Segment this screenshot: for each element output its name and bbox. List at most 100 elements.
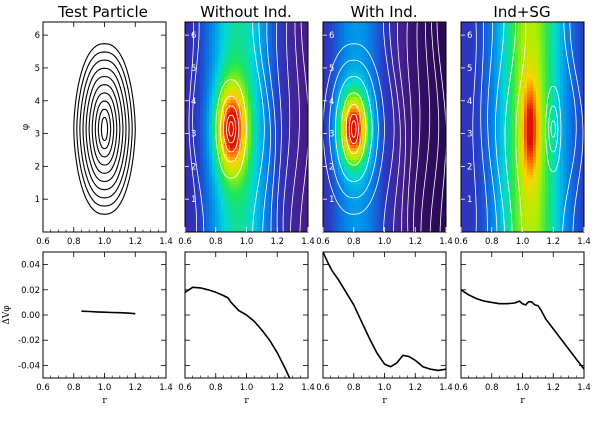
axis-ticks: 0.6 0.8 1.0 1.2 1.4 <box>316 252 453 393</box>
x-tick-label: 1.4 <box>439 237 453 247</box>
contour-closed-5 <box>215 79 247 179</box>
y-tick-label: 2 <box>329 162 334 172</box>
contour-open-1 <box>252 22 265 232</box>
contour-open-7 <box>429 22 440 232</box>
bottom-panel-4: 0.6 0.8 1.0 1.2 1.4 r <box>454 251 591 406</box>
contour-open-2 <box>389 22 401 232</box>
plot-frame <box>322 251 447 379</box>
x-tick-label: 1.2 <box>270 237 284 247</box>
y-axis-label: φ <box>21 124 31 130</box>
x-tick-label: 1.0 <box>516 383 530 393</box>
contour-open-4 <box>406 22 412 232</box>
y-tick-label: 0.04 <box>21 261 40 271</box>
top-panel-1: 0.6 0.8 1.0 1.2 1.4 1 2 3 4 5 6 φ <box>21 21 173 247</box>
panel-titles: Test Particle Without Ind. With Ind. Ind+SG <box>57 3 550 21</box>
contour-closed-7 <box>323 43 385 215</box>
y-tick-label: 4 <box>467 97 472 107</box>
x-tick-label: 1.2 <box>546 237 560 247</box>
x-axis-label: r <box>244 396 249 406</box>
x-tick-label: 0.8 <box>209 383 223 393</box>
y-tick-label: 3 <box>467 130 472 140</box>
contour-closed-1 <box>350 120 357 138</box>
density-heatmap <box>185 22 308 232</box>
contour-open-4 <box>494 22 505 232</box>
x-tick-label: 1.4 <box>301 237 315 247</box>
x-tick-label: 1.4 <box>159 237 173 247</box>
x-tick-label: 0.8 <box>67 237 81 247</box>
bottom-panel-2: 0.6 0.8 1.0 1.2 1.4 r <box>178 251 315 406</box>
x-tick-label: 1.2 <box>546 383 560 393</box>
contour-open-7 <box>299 22 308 232</box>
contour-closed-1 <box>228 121 234 137</box>
x-tick-label: 0.8 <box>67 383 81 393</box>
contour-lines <box>323 22 446 232</box>
x-tick-label: 0.8 <box>347 383 361 393</box>
contour-closed-10 <box>73 43 136 215</box>
x-tick-label: 1.4 <box>301 383 315 393</box>
axis-ticks: 0.6 0.8 1.0 1.2 1.4 0.04 0.02 0.00 -0.02 -0.04 <box>18 252 173 393</box>
y-tick-label: 4 <box>35 97 40 107</box>
axis-ticks: 0.6 0.8 1.0 1.2 1.4 <box>454 252 591 393</box>
y-tick-label: 5 <box>191 64 196 74</box>
contour-closed-2 <box>548 105 559 153</box>
contour-closed-6 <box>85 75 124 183</box>
x-tick-label: 1.4 <box>439 383 453 393</box>
y-tick-label: -0.04 <box>18 361 40 371</box>
contour-closed-7 <box>82 67 127 191</box>
contour-closed-3 <box>94 100 115 158</box>
contour-lines <box>472 22 584 232</box>
contour-open-3 <box>487 22 498 232</box>
y-tick-label: 2 <box>35 162 40 172</box>
y-tick-label: 6 <box>329 31 334 41</box>
y-tick-label: 5 <box>35 64 40 74</box>
contour-closed-8 <box>79 59 130 199</box>
y-tick-label: 1 <box>35 195 40 205</box>
x-axis-label: r <box>382 396 387 406</box>
x-tick-label: 0.8 <box>209 237 223 247</box>
contour-open-3 <box>266 22 277 232</box>
y-axis-label: ΔVφ <box>2 305 12 324</box>
contour-closed-2 <box>226 114 237 144</box>
x-tick-label: 0.6 <box>316 383 330 393</box>
x-tick-label: 1.4 <box>577 383 591 393</box>
contour-open-4 <box>276 22 282 232</box>
contour-lines <box>188 22 308 232</box>
y-tick-label: 4 <box>329 97 334 107</box>
data-line <box>185 286 291 378</box>
y-tick-label: 0.02 <box>21 286 40 296</box>
panels: 0.6 0.8 1.0 1.2 1.4 1 2 3 4 5 6 φ 0.6 0.8 1.0 1.2 1.4 1 2 3… <box>2 21 591 406</box>
y-tick-label: 5 <box>329 64 334 74</box>
x-tick-label: 0.6 <box>178 237 192 247</box>
contour-closed-3 <box>545 85 562 173</box>
x-tick-label: 1.0 <box>98 383 112 393</box>
y-tick-label: 3 <box>35 130 40 140</box>
contour-open-6 <box>515 22 527 232</box>
y-tick-label: -0.02 <box>18 336 40 346</box>
data-line <box>461 289 584 370</box>
x-tick-label: 1.0 <box>240 237 254 247</box>
x-tick-label: 0.6 <box>36 383 50 393</box>
y-tick-label: 3 <box>329 130 334 140</box>
contour-closed-3 <box>222 105 240 153</box>
x-tick-label: 1.2 <box>128 237 142 247</box>
contour-closed-2 <box>97 108 112 150</box>
axis-ticks: 0.6 0.8 1.0 1.2 1.4 1 2 3 4 5 6 <box>35 22 173 247</box>
bottom-panel-1: 0.6 0.8 1.0 1.2 1.4 0.04 0.02 0.00 -0.02 -0.04 r ΔV… <box>2 251 173 406</box>
contour-closed-1 <box>550 120 557 138</box>
contour-open-8 <box>569 22 584 232</box>
x-tick-label: 0.6 <box>178 383 192 393</box>
x-tick-label: 0.6 <box>454 237 468 247</box>
x-tick-label: 0.6 <box>454 383 468 393</box>
contour-open-7 <box>562 22 577 232</box>
y-tick-label: 2 <box>191 162 196 172</box>
top-panel-4: 0.6 0.8 1.0 1.2 1.4 1 2 3 4 5 6 <box>454 21 591 247</box>
contour-closed-6 <box>328 59 379 199</box>
x-tick-label: 1.0 <box>240 383 254 393</box>
data-line <box>323 252 446 372</box>
y-tick-label: 5 <box>467 64 472 74</box>
contour-closed-1 <box>100 116 109 142</box>
top-panel-2: 0.6 0.8 1.0 1.2 1.4 1 2 3 4 5 6 <box>178 21 315 247</box>
x-tick-label: 1.2 <box>128 383 142 393</box>
x-tick-label: 0.6 <box>316 237 330 247</box>
x-axis-label: r <box>520 396 525 406</box>
